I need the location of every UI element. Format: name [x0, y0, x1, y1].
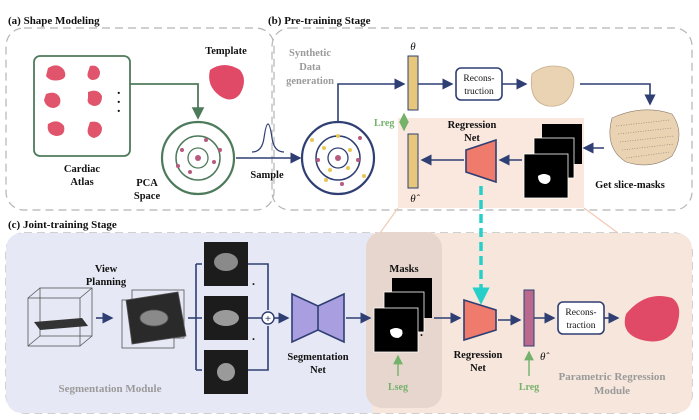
lseg-label: Lseg	[388, 382, 408, 393]
cardiac-atlas-box	[33, 55, 131, 157]
view-planning-label-1: View	[95, 264, 118, 275]
atlas-heart-6	[87, 121, 102, 138]
recon-c-label-1: Recons-	[565, 308, 596, 318]
title-joint-training: (c) Joint-training Stage	[8, 219, 117, 231]
synthetic-label-1: Synthetic	[289, 48, 331, 59]
regnet-c-label-2: Net	[470, 363, 486, 374]
theta-hat-c-label: θ̂	[540, 351, 550, 363]
pca-label-2: Space	[134, 191, 161, 202]
atlas-to-pca-arrow	[130, 83, 205, 120]
atlas-hearts	[44, 65, 102, 138]
atlas-heart-3	[44, 92, 61, 108]
recon-b-label-1: Recons-	[463, 74, 494, 84]
sliced-heart	[609, 109, 680, 166]
atlas-dot-1: .	[117, 83, 121, 98]
atlas-dot-2: .	[117, 92, 121, 107]
segnet-label-2: Net	[310, 365, 326, 376]
slice-dot-1: .	[252, 274, 255, 288]
mask-stack-b	[523, 124, 582, 199]
pca-space-circle	[160, 120, 236, 196]
regnet-b-label-1: Regression	[448, 120, 497, 131]
lreg-c-label: Lreg	[519, 382, 539, 393]
synthetic-circle	[300, 120, 376, 196]
volume-cube	[27, 287, 93, 347]
atlas-heart-2	[87, 65, 100, 80]
regnet-c-trapezoid	[463, 298, 497, 342]
panel-b-frame	[271, 27, 693, 211]
lreg-b-label: Lreg	[374, 118, 394, 129]
segnet-shape	[291, 292, 345, 344]
recon-c-label-2: traction	[566, 321, 595, 331]
atlas-heart-1	[46, 65, 66, 81]
prm-label-2: Module	[594, 385, 630, 397]
regnet-c-label-1: Regression	[454, 350, 503, 361]
atlas-heart-4	[87, 90, 102, 106]
masks-dot: .	[420, 325, 423, 339]
sample-label: Sample	[250, 170, 284, 181]
seg-module-label: Segmentation Module	[59, 383, 162, 395]
cardiac-atlas-label-1: Cardiac	[64, 164, 101, 175]
gaussian-curve	[251, 123, 285, 153]
atlas-dot-3: .	[117, 101, 121, 116]
output-heart	[624, 296, 680, 342]
synthetic-label-2: Data	[299, 62, 321, 73]
zoom-line-right	[583, 207, 619, 234]
mri-slices	[204, 242, 248, 394]
get-slice-masks-label: Get slice-masks	[595, 180, 665, 191]
title-pretraining: (b) Pre-training Stage	[268, 15, 371, 27]
synth-to-theta-arrow	[337, 78, 406, 122]
panel-a-frame	[5, 27, 275, 211]
recon-b-label-2: truction	[464, 87, 494, 97]
view-planning-cube	[121, 289, 187, 349]
slice-dot-2: .	[252, 329, 255, 343]
title-shape-modeling: (a) Shape Modeling	[8, 15, 100, 27]
beige-heart	[530, 65, 575, 107]
template-heart	[209, 65, 244, 100]
atlas-heart-5	[47, 121, 65, 136]
theta-hat-bar-c	[523, 289, 535, 347]
theta-bar	[407, 55, 419, 111]
view-planning-label-2: Planning	[86, 277, 127, 288]
theta-hat-bar-b	[407, 133, 419, 189]
template-label: Template	[205, 46, 247, 57]
theta-label: θ	[410, 41, 416, 53]
pca-label-1: PCA	[136, 178, 158, 189]
branch-lines	[195, 263, 202, 371]
mask-stack-c	[373, 278, 432, 353]
prm-label-1: Parametric Regression	[558, 371, 665, 383]
synthetic-label-3: generation	[286, 76, 334, 87]
zoom-line-left	[379, 207, 399, 234]
heart-to-slices-arrow	[580, 83, 656, 106]
panel-c-left-bg	[6, 233, 372, 413]
segnet-label-1: Segmentation	[287, 352, 348, 363]
regnet-b-label-2: Net	[464, 133, 480, 144]
plus-sign: +	[265, 313, 271, 325]
theta-hat-b-label: θ̂	[410, 193, 420, 205]
cardiac-atlas-label-2: Atlas	[70, 177, 93, 188]
masks-label: Masks	[389, 264, 418, 275]
regnet-b-trapezoid	[465, 138, 497, 184]
